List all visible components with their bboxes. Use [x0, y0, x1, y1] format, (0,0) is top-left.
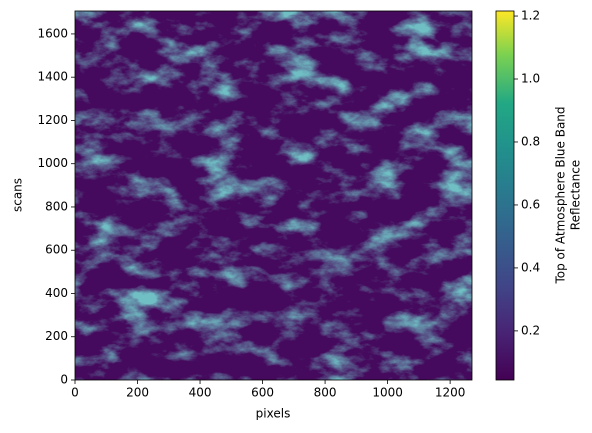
colorbar-tick-label: 0.4: [521, 260, 540, 274]
colorbar: [495, 10, 515, 381]
plot-frame: [74, 10, 473, 381]
x-tick-label: 200: [126, 386, 149, 400]
y-tick-label: 1400: [37, 70, 68, 84]
y-tick-label: 1200: [37, 113, 68, 127]
y-tick-label: 600: [45, 243, 68, 257]
colorbar-tick-label: 1.0: [521, 72, 540, 86]
y-tick-label: 1600: [37, 26, 68, 40]
y-tick-label: 0: [60, 373, 68, 387]
x-tick-label: 800: [314, 386, 337, 400]
x-tick-label: 1200: [435, 386, 466, 400]
colorbar-tick-label: 1.2: [521, 9, 540, 23]
y-axis-label: scans: [11, 178, 25, 212]
colorbar-label: Top of Atmosphere Blue Band: [554, 106, 568, 284]
colorbar-tick-label: 0.6: [521, 197, 540, 211]
x-tick-label: 0: [71, 386, 79, 400]
x-tick-label: 1000: [372, 386, 403, 400]
image-clouds: [75, 11, 472, 380]
y-tick-label: 400: [45, 286, 68, 300]
x-axis-label: pixels: [256, 407, 291, 421]
y-tick-label: 1000: [37, 156, 68, 170]
y-tick-label: 800: [45, 199, 68, 213]
colorbar-tick-label: 0.8: [521, 134, 540, 148]
colorbar-tick-label: 0.2: [521, 323, 540, 337]
x-tick-label: 400: [189, 386, 212, 400]
x-tick-label: 600: [251, 386, 274, 400]
colorbar-label: Reflectance: [569, 160, 583, 230]
y-tick-label: 200: [45, 329, 68, 343]
